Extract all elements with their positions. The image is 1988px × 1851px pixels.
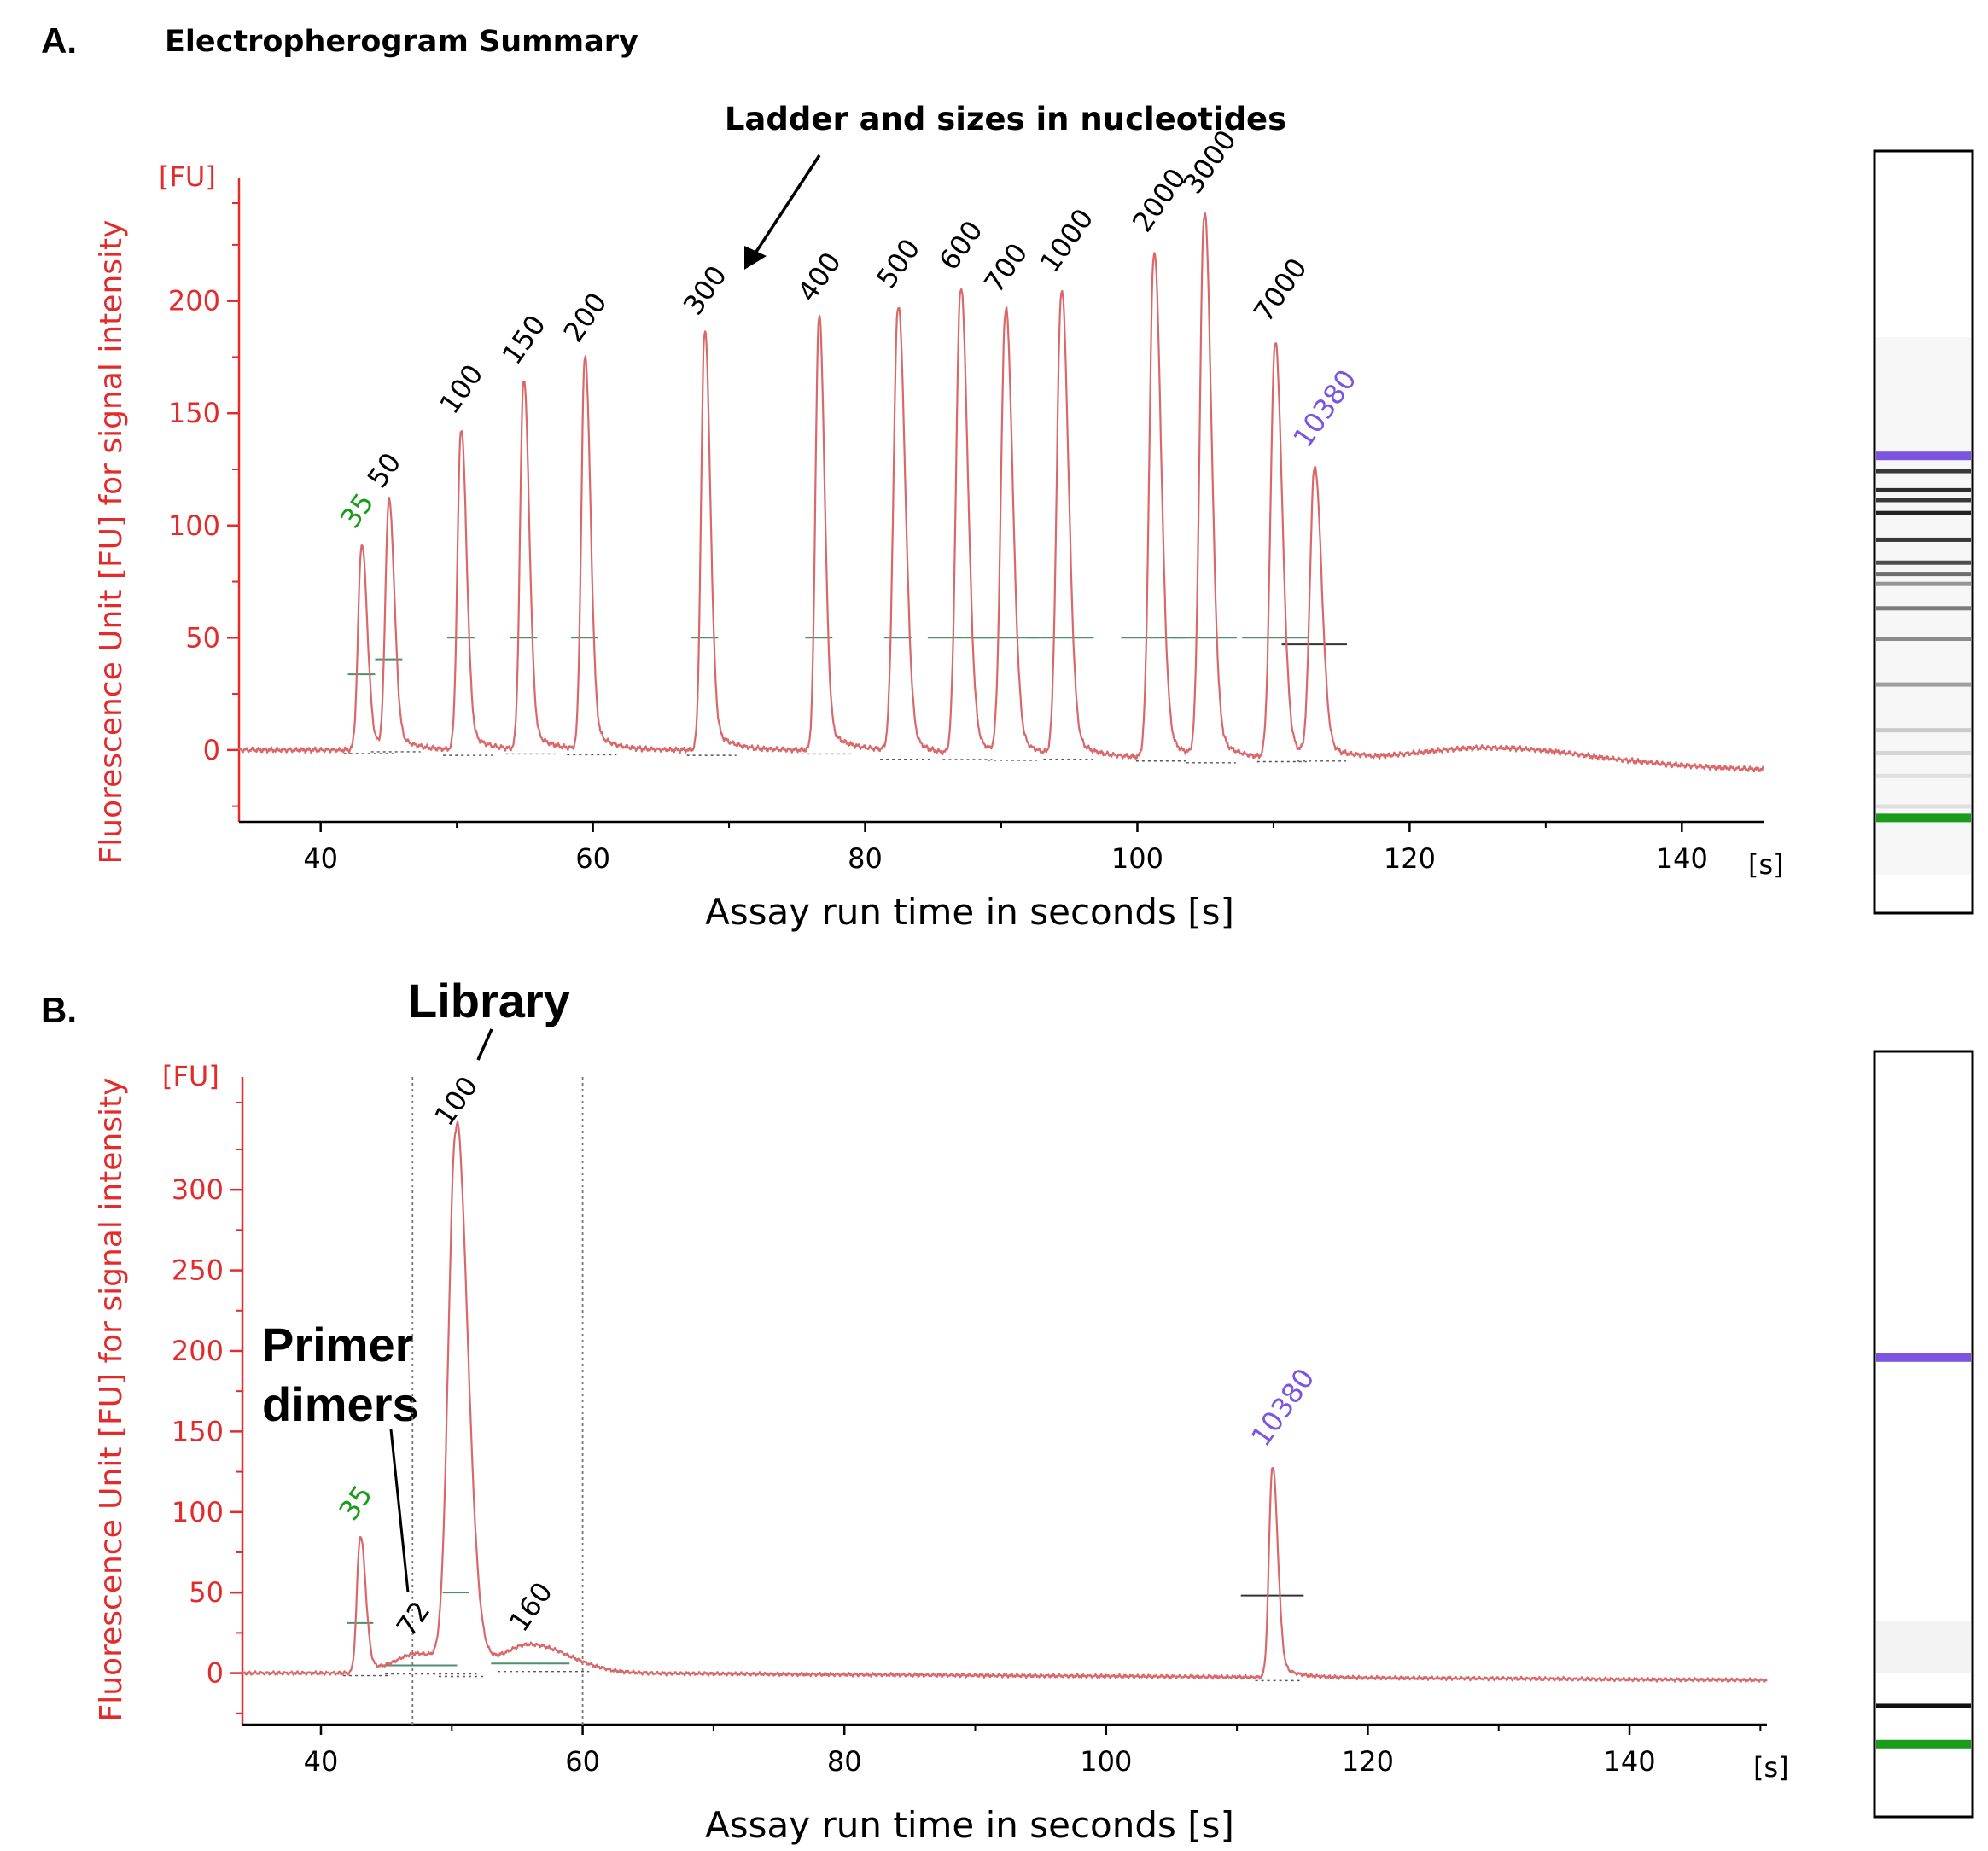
peak-size-label: 35 — [334, 487, 380, 534]
x-tick-label: 140 — [1603, 1745, 1655, 1778]
panel-a: A. Electropherogram Summary Ladder and s… — [41, 20, 1974, 933]
gel-band — [1876, 572, 1971, 577]
x-tick-label: 40 — [303, 842, 338, 875]
peak-size-label: 35 — [332, 1479, 378, 1526]
peak-size-label: 1000 — [1034, 203, 1100, 279]
panel-a-baselines — [343, 751, 1347, 764]
panel-a-x-ticks: 40 60 80 100 120 140 — [303, 822, 1708, 875]
x-tick-label: 100 — [1111, 842, 1163, 875]
gel-band — [1876, 537, 1971, 542]
gel-band — [1876, 637, 1971, 642]
panel-b-peak-markers — [347, 1592, 1304, 1667]
peak-size-label: 160 — [503, 1576, 559, 1638]
gel-band — [1876, 1739, 1971, 1749]
primer-pointer — [389, 1429, 410, 1593]
peak-size-label: 500 — [870, 233, 926, 294]
ladder-annotation: Ladder and sizes in nucleotides — [725, 101, 1286, 137]
x-tick-label: 140 — [1656, 842, 1708, 875]
panel-a-xlabel: Assay run time in seconds [s] — [705, 891, 1234, 933]
ladder-arrow — [744, 154, 821, 270]
y-tick-label: 300 — [172, 1173, 224, 1206]
gel-band — [1876, 560, 1971, 565]
panel-a-title: Electropherogram Summary — [165, 25, 638, 59]
peak-size-label: 10380 — [1245, 1363, 1321, 1452]
peak-size-label: 150 — [496, 309, 552, 370]
peak-size-label: 600 — [933, 215, 989, 276]
gel-band — [1876, 498, 1971, 503]
panel-b-peak-labels: 35 72 100 160 10380 — [332, 1070, 1320, 1642]
panel-b-x-ticks: 40 60 80 100 120 140 — [304, 1725, 1762, 1778]
gel-band — [1876, 451, 1971, 461]
gel-band — [1876, 606, 1971, 611]
x-tick-label: 120 — [1342, 1745, 1394, 1778]
peak-size-label: 300 — [677, 259, 733, 321]
primer-annotation-line2: dimers — [262, 1377, 419, 1431]
gel-band — [1876, 750, 1971, 755]
peak-size-label: 100 — [428, 1070, 484, 1132]
y-tick-label: 0 — [207, 1657, 224, 1690]
y-tick-label: 200 — [172, 1335, 224, 1367]
panel-b-baselines — [343, 1670, 1303, 1682]
panel-b-trace — [242, 1120, 1768, 1684]
gel-lane-smear — [1876, 337, 1971, 875]
x-tick-label: 120 — [1384, 842, 1436, 875]
y-tick-label: 50 — [185, 621, 220, 654]
peak-size-label: 7000 — [1247, 252, 1314, 328]
y-tick-label: 100 — [168, 509, 220, 542]
y-tick-label: 200 — [168, 285, 220, 317]
x-tick-label: 100 — [1080, 1745, 1132, 1778]
gel-band — [1876, 804, 1971, 809]
y-tick-label: 150 — [168, 397, 220, 429]
x-tick-label: 60 — [575, 842, 610, 875]
gel-band — [1876, 773, 1971, 778]
panel-b-ylabel: Fluorescence Unit [FU] for signal intens… — [94, 1078, 129, 1722]
gel-band — [1876, 1353, 1971, 1362]
x-tick-label: 80 — [827, 1745, 862, 1778]
gel-band — [1876, 1703, 1971, 1708]
panel-b-yunit: [FU] — [162, 1060, 219, 1092]
gel-band — [1876, 581, 1971, 586]
gel-band — [1876, 682, 1971, 687]
peak-size-label: 100 — [433, 358, 489, 420]
panel-b-gel-lane — [1873, 1050, 1974, 1819]
peak-size-label: 700 — [977, 237, 1034, 299]
panel-a-trace — [237, 212, 1764, 773]
gel-band — [1876, 487, 1971, 492]
y-tick-label: 100 — [172, 1496, 224, 1528]
panel-b-letter: B. — [41, 990, 77, 1030]
panel-b: B. Library Primer dimers [FU] Fluorescen… — [41, 974, 1974, 1846]
peak-size-label: 10380 — [1286, 364, 1363, 453]
y-tick-label: 50 — [189, 1576, 224, 1609]
library-pointer — [476, 1028, 493, 1061]
peak-size-label: 50 — [361, 447, 407, 494]
gel-band — [1876, 469, 1971, 474]
y-tick-label: 0 — [203, 734, 220, 766]
panel-a-letter: A. — [41, 20, 77, 61]
gel-band — [1876, 728, 1971, 733]
panel-b-xlabel: Assay run time in seconds [s] — [705, 1804, 1234, 1846]
gel-band — [1876, 510, 1971, 515]
panel-b-xunit: [s] — [1753, 1751, 1789, 1784]
gel-lane-smear — [1876, 1621, 1971, 1673]
panel-a-gel-lane — [1873, 149, 1974, 915]
panel-b-y-ticks: 0 50 100 150 200 250 300 — [172, 1102, 242, 1714]
peak-size-label: 400 — [791, 246, 848, 307]
panel-a-yunit: [FU] — [159, 160, 216, 193]
gel-lane-frame — [1873, 1050, 1974, 1819]
panel-a-y-ticks: 0 50 100 150 200 — [168, 202, 239, 807]
library-annotation: Library — [408, 974, 570, 1027]
peak-size-label: 200 — [557, 287, 613, 348]
y-tick-label: 250 — [172, 1254, 224, 1287]
y-tick-label: 150 — [172, 1415, 224, 1447]
primer-annotation-line1: Primer — [262, 1318, 413, 1371]
panel-b-region-lines — [411, 1077, 584, 1725]
peak-size-label: 72 — [390, 1595, 436, 1642]
panel-a-xunit: [s] — [1748, 848, 1784, 881]
x-tick-label: 40 — [304, 1745, 339, 1778]
panel-a-ylabel: Fluorescence Unit [FU] for signal intens… — [94, 220, 129, 864]
x-tick-label: 60 — [565, 1745, 600, 1778]
x-tick-label: 80 — [848, 842, 883, 875]
gel-band — [1876, 813, 1971, 823]
